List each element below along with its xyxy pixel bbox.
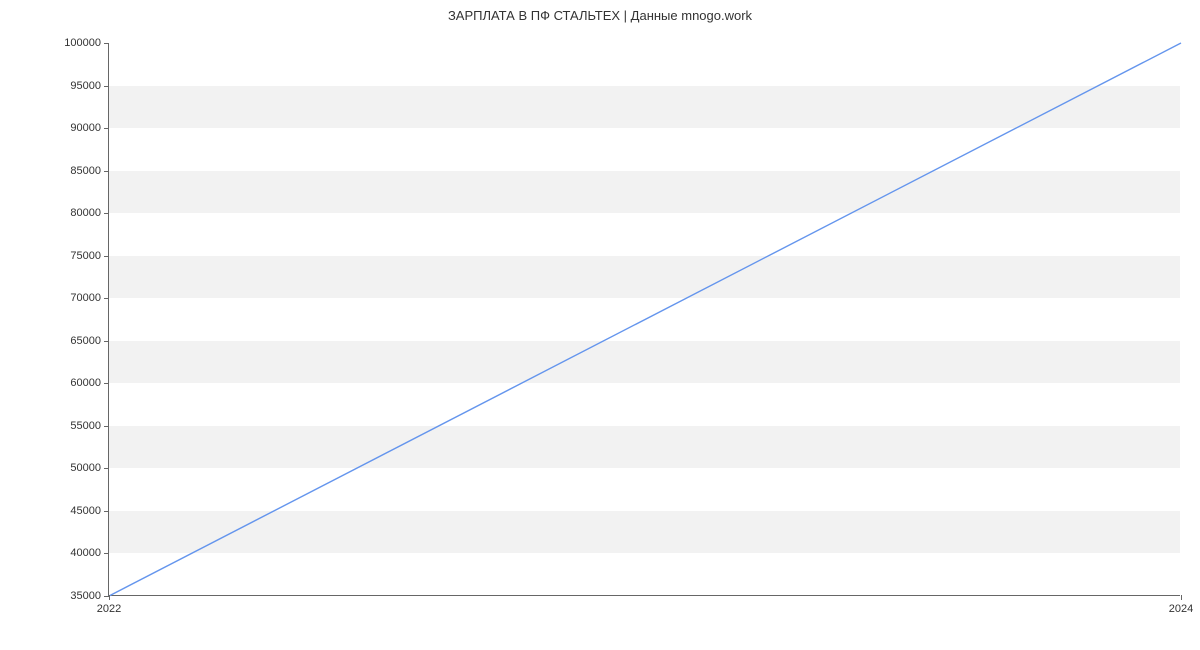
y-tick bbox=[104, 553, 109, 554]
y-tick-label: 35000 bbox=[70, 590, 101, 602]
y-tick-label: 50000 bbox=[70, 462, 101, 474]
y-tick bbox=[104, 426, 109, 427]
y-tick-label: 90000 bbox=[70, 122, 101, 134]
y-tick-label: 55000 bbox=[70, 420, 101, 432]
y-tick bbox=[104, 86, 109, 87]
y-tick-label: 45000 bbox=[70, 505, 101, 517]
series-line bbox=[109, 43, 1181, 596]
y-tick-label: 70000 bbox=[70, 292, 101, 304]
y-tick-label: 85000 bbox=[70, 165, 101, 177]
y-tick-label: 60000 bbox=[70, 377, 101, 389]
chart-title: ЗАРПЛАТА В ПФ СТАЛЬТЕХ | Данные mnogo.wo… bbox=[0, 8, 1200, 23]
x-tick bbox=[109, 595, 110, 600]
y-tick bbox=[104, 171, 109, 172]
y-tick bbox=[104, 256, 109, 257]
line-series bbox=[109, 43, 1181, 596]
chart-container: ЗАРПЛАТА В ПФ СТАЛЬТЕХ | Данные mnogo.wo… bbox=[0, 0, 1200, 650]
y-tick-label: 40000 bbox=[70, 547, 101, 559]
y-tick-label: 95000 bbox=[70, 80, 101, 92]
y-tick bbox=[104, 298, 109, 299]
y-tick bbox=[104, 468, 109, 469]
y-tick bbox=[104, 128, 109, 129]
y-tick bbox=[104, 511, 109, 512]
x-tick-label: 2022 bbox=[97, 603, 121, 615]
y-tick-label: 75000 bbox=[70, 250, 101, 262]
y-tick-label: 65000 bbox=[70, 335, 101, 347]
y-tick bbox=[104, 341, 109, 342]
plot-area: 3500040000450005000055000600006500070000… bbox=[108, 43, 1180, 596]
y-tick bbox=[104, 213, 109, 214]
y-tick-label: 80000 bbox=[70, 207, 101, 219]
x-tick bbox=[1181, 595, 1182, 600]
y-tick bbox=[104, 43, 109, 44]
y-tick-label: 100000 bbox=[64, 37, 101, 49]
y-tick bbox=[104, 383, 109, 384]
x-tick-label: 2024 bbox=[1169, 603, 1193, 615]
